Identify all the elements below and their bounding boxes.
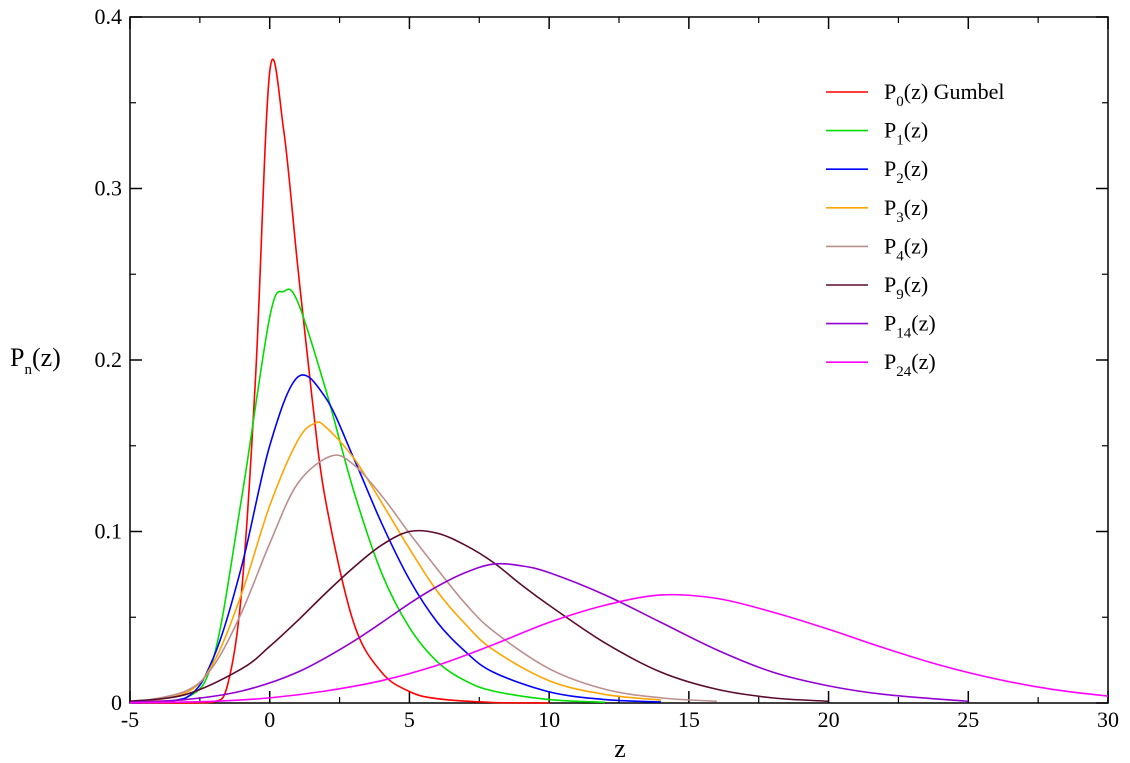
legend-label-suffix: (z)	[904, 195, 928, 220]
legend-label-suffix: (z)	[904, 118, 928, 143]
legend-label-p24: P24(z)	[884, 349, 936, 380]
legend-label-sub: 2	[896, 171, 904, 187]
x-tick-label: 20	[818, 707, 840, 732]
x-tick-label: 10	[538, 707, 560, 732]
series-line-p4	[129, 454, 717, 704]
x-axis-title: z	[614, 734, 626, 763]
y-tick-label: 0.1	[95, 519, 123, 544]
legend-label-main: P	[884, 79, 896, 104]
legend-label-main: P	[884, 156, 896, 181]
x-tick-label: 0	[264, 707, 275, 732]
x-tick-label: 15	[678, 707, 700, 732]
legend-label-p4: P4(z)	[884, 233, 928, 264]
legend-label-p1: P1(z)	[884, 118, 928, 149]
y-axis-title-main: P	[10, 343, 24, 372]
legend-label-main: P	[884, 233, 896, 258]
series-line-p2	[129, 374, 661, 704]
legend-label-sub: 1	[896, 133, 904, 149]
legend-label-suffix: (z)	[911, 349, 935, 374]
legend-label-suffix: (z)	[911, 311, 935, 336]
y-axis-title-suffix: (z)	[32, 343, 61, 372]
legend-label-p3: P3(z)	[884, 195, 928, 226]
legend-label-p2: P2(z)	[884, 156, 928, 187]
y-tick-label: 0.4	[95, 4, 123, 29]
legend-label-main: P	[884, 349, 896, 374]
series-line-p0	[130, 58, 550, 704]
x-tick-label: 5	[404, 707, 415, 732]
legend-label-suffix: (z) Gumbel	[904, 79, 1005, 104]
x-tick-label: 25	[957, 707, 979, 732]
legend-label-main: P	[884, 195, 896, 220]
legend-label-sub: 4	[896, 248, 904, 264]
legend-label-sub: 14	[896, 326, 912, 342]
y-tick-label: 0	[111, 690, 122, 715]
legend-label-p14: P14(z)	[884, 311, 936, 342]
x-tick-label: -5	[121, 707, 139, 732]
series-line-p3	[129, 421, 661, 704]
legend-label-main: P	[884, 311, 896, 336]
legend-label-suffix: (z)	[904, 233, 928, 258]
legend-label-main: P	[884, 118, 896, 143]
x-tick-label: 30	[1097, 707, 1119, 732]
legend-label-p9: P9(z)	[884, 272, 928, 303]
plot-frame	[129, 16, 1109, 704]
legend-label-sub: 24	[896, 364, 912, 380]
series-line-p9	[129, 529, 829, 703]
legend-label-sub: 3	[896, 210, 904, 226]
series-line-p24	[129, 593, 1109, 704]
series-line-p14	[129, 562, 969, 703]
y-axis-title: Pn(z)	[10, 343, 61, 378]
y-tick-label: 0.3	[95, 176, 123, 201]
legend-label-suffix: (z)	[904, 156, 928, 181]
legend-label-sub: 0	[896, 94, 904, 110]
y-axis-title-sub: n	[24, 362, 32, 378]
series-line-p1	[129, 288, 606, 704]
legend-label-main: P	[884, 272, 896, 297]
legend-label-sub: 9	[896, 287, 904, 303]
series-curves	[129, 58, 1109, 704]
legend-label-suffix: (z)	[904, 272, 928, 297]
legend-label-p0: P0(z) Gumbel	[884, 79, 1005, 110]
legend: P0(z) GumbelP1(z)P2(z)P3(z)P4(z)P9(z)P14…	[826, 79, 1005, 380]
y-tick-label: 0.2	[95, 347, 123, 372]
